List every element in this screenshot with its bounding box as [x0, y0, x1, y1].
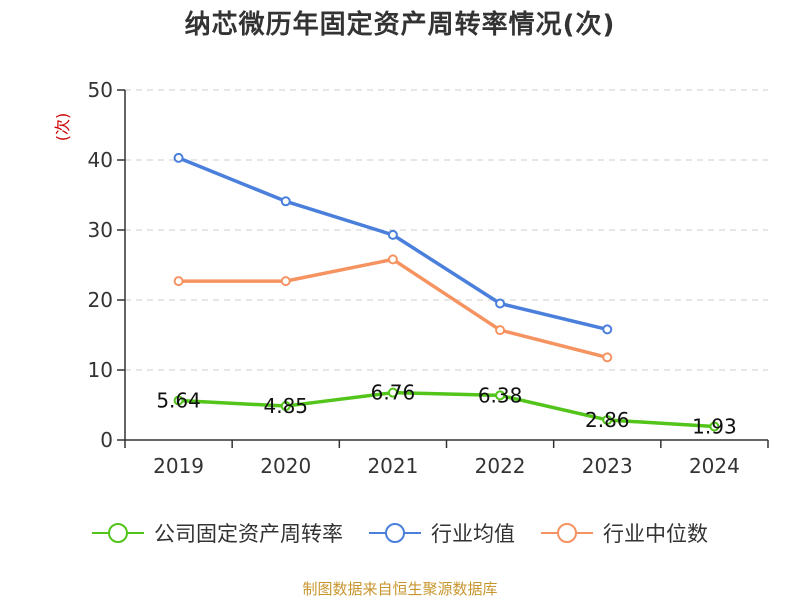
y-tick-label: 50: [88, 78, 113, 102]
axes: 0 10 20 30 40 50 2019 2020 2021 2022 2023 2024: [88, 78, 769, 478]
data-point: [173, 276, 184, 287]
data-label: 6.38: [478, 383, 523, 407]
legend: 公司固定资产周转率 行业均值 行业中位数: [0, 518, 800, 548]
data-point: [495, 298, 506, 309]
x-tick-label: 2024: [689, 454, 740, 478]
legend-label: 公司固定资产周转率: [154, 522, 343, 546]
data-point: [602, 414, 613, 425]
series-行业均值: [173, 152, 613, 335]
legend-marker: [92, 522, 144, 544]
legend-marker: [369, 522, 421, 544]
data-label: 1.93: [692, 414, 737, 438]
legend-label: 行业均值: [431, 522, 515, 546]
y-tick-label: 0: [100, 428, 113, 452]
data-point: [280, 401, 291, 412]
y-axis-label: (次): [53, 113, 72, 142]
x-tick-label: 2023: [582, 454, 633, 478]
series-lines: [173, 152, 720, 432]
legend-marker: [541, 522, 593, 544]
data-point: [387, 229, 398, 240]
data-label: 6.76: [371, 381, 416, 405]
y-tick-label: 40: [88, 148, 113, 172]
data-labels: 5.64 4.85 6.76 6.38 2.86 1.93: [156, 381, 736, 439]
legend-item[interactable]: 行业均值: [369, 518, 515, 548]
data-point: [280, 196, 291, 207]
grid-lines: [125, 89, 768, 371]
chart-title: 纳芯微历年固定资产周转率情况(次): [184, 10, 616, 40]
data-point: [387, 387, 398, 398]
series-line: [178, 257, 608, 360]
series-公司固定资产周转率: [173, 387, 720, 432]
data-point: [495, 390, 506, 401]
data-label: 5.64: [156, 389, 201, 413]
data-point: [280, 276, 291, 287]
x-tick-label: 2020: [260, 454, 311, 478]
legend-item[interactable]: 行业中位数: [541, 518, 708, 548]
y-tick-label: 10: [88, 358, 113, 382]
x-tick-label: 2021: [367, 454, 418, 478]
data-point: [173, 152, 184, 163]
series-行业中位数: [173, 254, 613, 363]
source-note: 制图数据来自恒生聚源数据库: [302, 580, 498, 598]
legend-label: 行业中位数: [603, 522, 708, 546]
y-tick-label: 30: [88, 218, 113, 242]
x-tick-label: 2019: [153, 454, 204, 478]
data-point: [495, 325, 506, 336]
series-line: [178, 390, 715, 429]
data-point: [602, 324, 613, 335]
data-point: [709, 421, 720, 432]
data-label: 2.86: [585, 408, 630, 432]
data-point: [387, 254, 398, 265]
data-point: [173, 395, 184, 406]
data-point: [602, 352, 613, 363]
series-line: [177, 156, 608, 332]
legend-item[interactable]: 公司固定资产周转率: [92, 518, 343, 548]
y-tick-label: 20: [88, 288, 113, 312]
x-tick-label: 2022: [475, 454, 526, 478]
data-label: 4.85: [263, 394, 308, 418]
